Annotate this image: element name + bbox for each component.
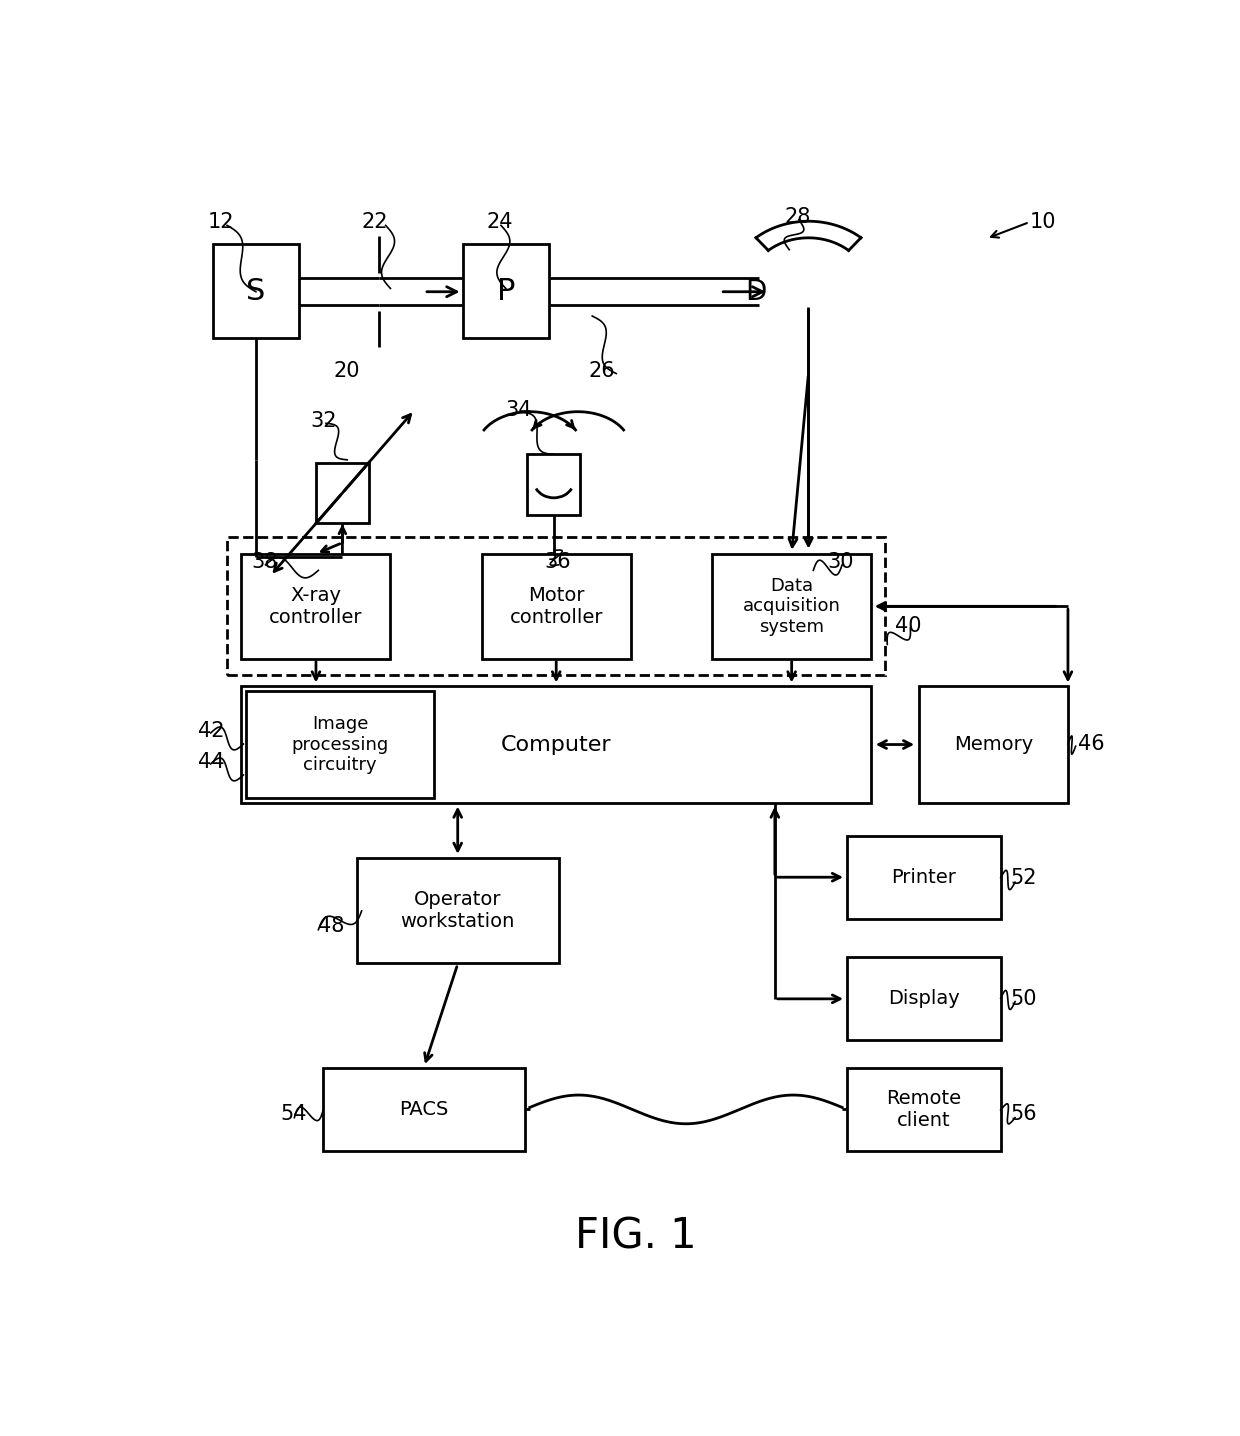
Text: 22: 22 [362, 213, 388, 233]
Bar [712, 554, 870, 659]
Text: Printer: Printer [892, 867, 956, 886]
Text: 38: 38 [250, 551, 278, 572]
Text: Operator
workstation: Operator workstation [401, 890, 515, 931]
Bar [242, 554, 391, 659]
Text: 36: 36 [544, 551, 570, 572]
Text: D: D [745, 277, 766, 306]
Text: PACS: PACS [399, 1100, 449, 1119]
Text: 28: 28 [785, 207, 811, 227]
Text: 56: 56 [1011, 1104, 1037, 1124]
Text: Data
acquisition
system: Data acquisition system [743, 576, 841, 636]
Text: 12: 12 [208, 213, 234, 233]
Bar [847, 958, 1001, 1040]
Bar [847, 836, 1001, 919]
Text: 44: 44 [198, 751, 224, 771]
Bar [324, 1068, 525, 1150]
Text: Computer: Computer [501, 735, 611, 754]
Text: 30: 30 [828, 551, 854, 572]
Text: Motor
controller: Motor controller [510, 586, 603, 628]
Text: 48: 48 [319, 916, 345, 936]
Text: FIG. 1: FIG. 1 [574, 1215, 697, 1256]
Text: 42: 42 [198, 721, 224, 741]
Text: 52: 52 [1011, 867, 1037, 887]
Text: Memory: Memory [954, 735, 1033, 754]
Text: P: P [496, 277, 515, 306]
Bar [847, 1068, 1001, 1150]
Bar [316, 462, 368, 523]
Text: 26: 26 [589, 362, 615, 382]
Bar [227, 537, 885, 675]
Text: 40: 40 [895, 616, 921, 636]
Text: 50: 50 [1011, 989, 1037, 1010]
Text: 10: 10 [1029, 213, 1056, 233]
Bar [463, 244, 549, 339]
Bar [527, 454, 580, 514]
Bar [481, 554, 631, 659]
Bar [919, 686, 1068, 803]
Text: 46: 46 [1078, 734, 1104, 754]
Text: 54: 54 [280, 1104, 306, 1124]
Bar [247, 691, 434, 798]
Bar [242, 686, 870, 803]
Bar [357, 857, 558, 964]
Text: 24: 24 [486, 213, 513, 233]
Text: Remote
client: Remote client [887, 1088, 961, 1130]
Text: 34: 34 [506, 401, 532, 421]
Text: X-ray
controller: X-ray controller [269, 586, 363, 628]
Text: 32: 32 [311, 411, 337, 431]
Text: 20: 20 [334, 362, 361, 382]
Text: S: S [247, 277, 265, 306]
Text: Display: Display [888, 989, 960, 1008]
Text: Image
processing
circuitry: Image processing circuitry [291, 715, 388, 774]
Bar [213, 244, 299, 339]
